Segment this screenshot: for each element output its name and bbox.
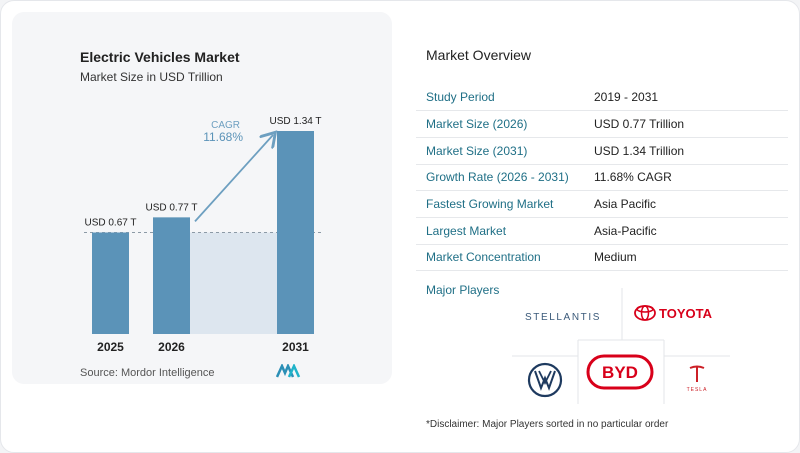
data-label-2025: USD 0.67 T [84,218,136,229]
row-key: Study Period [416,84,594,112]
tesla-wordmark: TESLA [687,387,708,393]
logo-grid [512,288,730,404]
row-value: USD 1.34 Trillion [594,137,788,165]
row-key: Market Size (2031) [416,137,594,165]
major-players-title: Major Players [426,283,500,297]
bar-chart: USD 0.67 T 2025 USD 0.77 T 2026 USD 1.34 T 20… [84,116,324,354]
table-row: Market Size (2026) USD 0.77 Trillion [416,110,788,138]
table-row: Study Period 2019 - 2031 [416,84,788,112]
tick-label-2026: 2026 [158,340,185,354]
tick-label-2025: 2025 [97,340,124,354]
data-label-2031: USD 1.34 T [269,116,321,127]
volkswagen-logo [527,362,563,398]
byd-emblem-icon [586,354,654,390]
byd-logo: BYD [586,354,654,390]
overview-title: Market Overview [426,47,532,63]
vw-emblem-icon [527,362,563,398]
bar-2031 [277,131,314,334]
tesla-t-icon [689,365,705,382]
cagr-value: 11.68% [203,130,243,144]
tesla-logo: TESLA [687,365,708,393]
table-row: Market Concentration Medium [416,244,788,272]
row-value: USD 0.77 Trillion [594,110,788,138]
overview-table: Study Period 2019 - 2031 Market Size (202… [416,84,788,272]
tick-label-2031: 2031 [282,340,309,354]
bar-2026 [153,217,190,334]
row-value: Medium [594,244,788,272]
table-row: Market Size (2031) USD 1.34 Trillion [416,137,788,165]
row-key: Market Size (2026) [416,110,594,138]
cagr-label: CAGR [211,120,240,131]
toyota-logo: TOYOTA [634,305,713,321]
byd-wordmark: BYD [602,363,638,382]
chart-source: Source: Mordor Intelligence [80,367,215,379]
stellantis-logo: STELLANTIS [525,312,601,323]
table-row: Growth Rate (2026 - 2031) 11.68% CAGR [416,164,788,192]
row-value: Asia Pacific [594,190,788,218]
disclaimer: *Disclaimer: Major Players sorted in no … [426,419,669,430]
bar-2025 [92,232,129,334]
growth-shade [190,232,277,334]
chart-title: Electric Vehicles Market [80,49,240,65]
table-row: Largest Market Asia-Pacific [416,217,788,245]
row-key: Fastest Growing Market [416,190,594,218]
table-row: Fastest Growing Market Asia Pacific [416,190,788,218]
cagr-arrow [194,135,273,222]
toyota-wordmark: TOYOTA [659,306,713,321]
row-key: Growth Rate (2026 - 2031) [416,164,594,192]
row-key: Largest Market [416,217,594,245]
chart-subtitle: Market Size in USD Trillion [80,70,223,84]
mordor-logo [276,364,301,378]
row-value: 2019 - 2031 [594,84,788,112]
row-value: 11.68% CAGR [594,164,788,192]
row-value: Asia-Pacific [594,217,788,245]
data-label-2026: USD 0.77 T [145,202,197,213]
row-key: Market Concentration [416,244,594,272]
